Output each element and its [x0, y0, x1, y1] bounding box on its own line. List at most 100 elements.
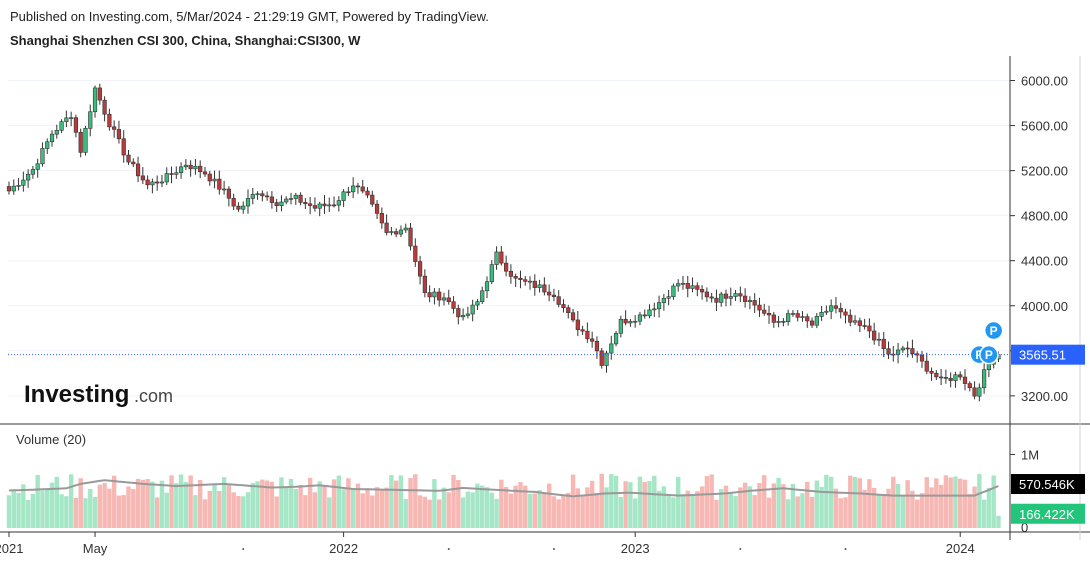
- candle-body: [666, 296, 671, 299]
- candle-body: [642, 314, 647, 317]
- candle-body: [217, 178, 222, 190]
- candle-body: [446, 297, 451, 302]
- volume-bar: [54, 476, 59, 528]
- candle-body: [284, 198, 289, 203]
- candle-body: [30, 169, 36, 175]
- candle-body: [656, 302, 662, 310]
- candle-body: [575, 319, 580, 330]
- candle-body: [355, 185, 361, 188]
- volume-bar: [45, 489, 50, 528]
- candle-body: [413, 245, 418, 262]
- candle-body: [805, 316, 810, 322]
- candle-body: [757, 304, 762, 311]
- volume-bar: [116, 495, 122, 528]
- time-axis: 2021 May 2022 2023 2024: [0, 532, 975, 556]
- candle-body: [83, 128, 88, 153]
- volume-bar: [752, 495, 757, 528]
- volume-bar: [245, 492, 251, 528]
- candle-body: [470, 304, 475, 315]
- candle-body: [829, 305, 834, 312]
- volume-bar: [585, 487, 590, 528]
- price-tick-label: 4800.00: [1021, 209, 1068, 224]
- candle-body: [747, 300, 752, 302]
- candle-body: [241, 205, 246, 210]
- candle-body: [178, 166, 184, 174]
- event-markers[interactable]: PPP: [969, 320, 1004, 365]
- volume-bar: [575, 488, 581, 528]
- candle-body: [910, 348, 915, 355]
- candle-body: [131, 161, 136, 165]
- volume-bar: [828, 476, 834, 528]
- volume-bar: [307, 477, 313, 528]
- candle-body: [207, 173, 212, 182]
- candle-body: [346, 191, 351, 194]
- candle-body: [155, 181, 160, 184]
- candle-body: [790, 313, 796, 315]
- volume-bar: [145, 478, 150, 528]
- candle-body: [403, 227, 408, 231]
- volume-bar: [561, 494, 566, 528]
- volume-pane-label: Volume (20): [16, 432, 86, 447]
- candle-body: [169, 173, 174, 175]
- candle-body: [967, 383, 972, 389]
- volume-bar: [255, 481, 260, 528]
- volume-bar: [594, 492, 600, 528]
- volume-bar: [738, 487, 743, 528]
- candle-body: [680, 283, 686, 285]
- candle-body: [49, 133, 55, 143]
- candle-body: [102, 99, 107, 115]
- candle-body: [762, 309, 767, 314]
- instrument-title: Shanghai Shenzhen CSI 300, China, Shangh…: [10, 33, 361, 48]
- volume-bar: [460, 497, 466, 528]
- candle-body: [78, 132, 83, 153]
- candle-body: [809, 320, 815, 326]
- volume-bar: [427, 499, 432, 528]
- candle-body: [140, 175, 145, 181]
- candle-body: [862, 325, 867, 327]
- volume-bar: [546, 483, 552, 528]
- candle-body: [704, 291, 709, 298]
- volume-bar: [107, 488, 112, 528]
- volume-bar: [11, 489, 16, 528]
- candle-body: [929, 370, 934, 374]
- candle-body: [523, 279, 528, 282]
- candle-body: [322, 203, 327, 207]
- volume-bar: [905, 480, 910, 528]
- candle-body: [676, 283, 681, 287]
- volume-bar: [613, 475, 619, 528]
- volume-bar: [365, 488, 370, 528]
- volume-bar: [929, 487, 934, 528]
- volume-bar: [393, 480, 399, 528]
- candle-body: [222, 188, 227, 191]
- candle-body: [685, 283, 690, 289]
- candle-body: [618, 318, 623, 334]
- candle-body: [121, 138, 126, 156]
- volume-bar: [25, 499, 31, 528]
- volume-bar: [871, 487, 877, 528]
- candle-body: [145, 179, 150, 186]
- volume-bar: [991, 475, 996, 528]
- volume-bar: [413, 474, 418, 528]
- volume-bar: [417, 495, 423, 528]
- time-tick-label: 2021: [0, 541, 23, 556]
- volume-bar: [742, 482, 748, 528]
- candle-body: [604, 352, 609, 366]
- volume-bar: [236, 495, 241, 528]
- event-marker: [983, 320, 1004, 341]
- candle-body: [331, 204, 337, 207]
- volume-bar: [771, 483, 776, 528]
- volume-bar: [202, 499, 208, 528]
- volume-bar: [21, 484, 26, 528]
- candle-body: [886, 348, 891, 355]
- volume-bar: [723, 485, 729, 528]
- volume-bar: [938, 484, 944, 528]
- candle-body: [795, 313, 800, 318]
- candle-body: [279, 201, 284, 207]
- volume-bar: [948, 477, 953, 528]
- investing-logo: Investing .com: [24, 381, 173, 408]
- candle-body: [398, 229, 404, 235]
- volume-bar: [962, 479, 968, 528]
- candle-body: [551, 294, 557, 297]
- candle-body: [379, 213, 384, 224]
